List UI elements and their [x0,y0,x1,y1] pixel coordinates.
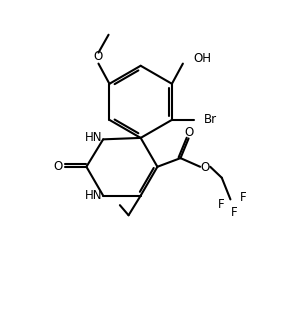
Text: O: O [201,161,210,174]
Text: Br: Br [204,113,217,126]
Text: OH: OH [193,52,211,65]
Text: F: F [218,198,224,211]
Text: HN: HN [85,189,103,202]
Text: O: O [93,51,102,63]
Text: F: F [240,191,247,204]
Text: O: O [54,160,63,173]
Text: O: O [184,126,193,139]
Text: HN: HN [85,131,103,144]
Text: F: F [231,206,237,219]
